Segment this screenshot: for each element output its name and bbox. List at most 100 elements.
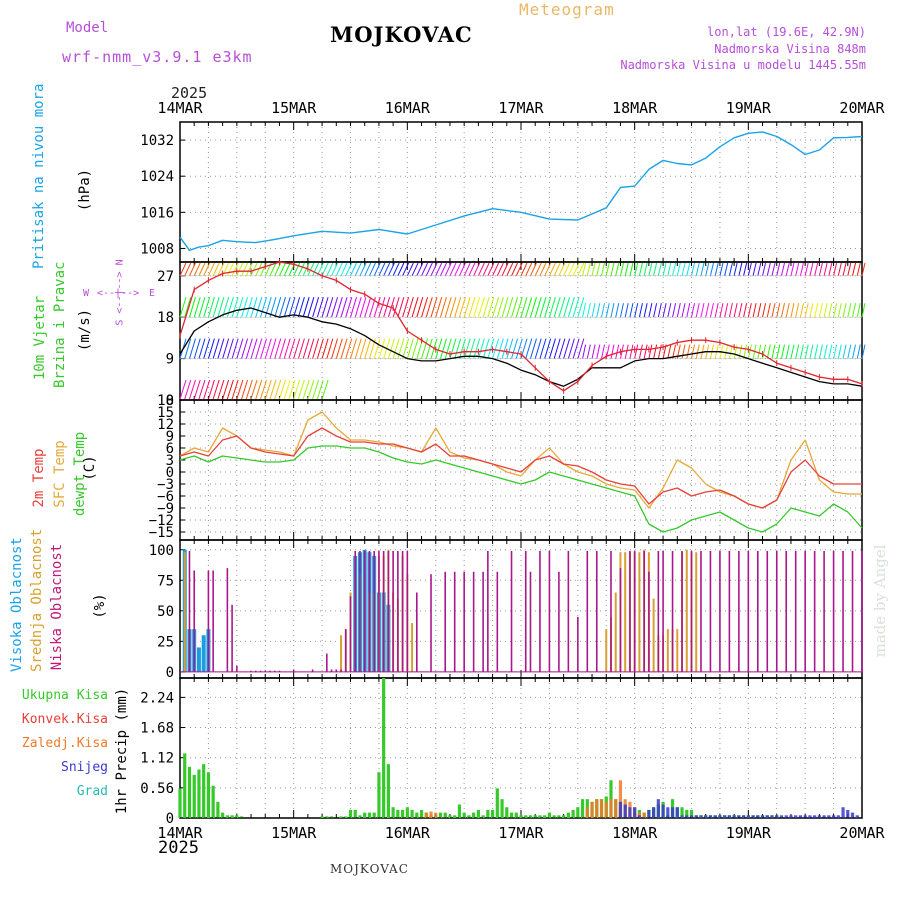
wind-barb bbox=[217, 379, 225, 400]
wind-barb bbox=[321, 262, 329, 277]
precip-total-bar bbox=[467, 815, 471, 818]
precip-total-bar bbox=[348, 809, 353, 818]
y-tick-label: −15 bbox=[149, 525, 174, 541]
wind-barb bbox=[586, 262, 591, 276]
cloud-low-bar bbox=[349, 596, 352, 672]
cloud-low-bar bbox=[690, 550, 693, 672]
wind-barb bbox=[572, 338, 580, 359]
wind-barb bbox=[596, 344, 601, 359]
wind-barb bbox=[634, 262, 639, 276]
wind-barb bbox=[648, 344, 653, 359]
lonlat-info: lon,lat (19.6E, 42.9N) bbox=[707, 25, 866, 39]
cloud-low-bar bbox=[463, 571, 465, 672]
wind-barb bbox=[776, 262, 781, 276]
wind-barb bbox=[331, 262, 339, 277]
wind-barb bbox=[619, 262, 624, 276]
wind-barb bbox=[387, 338, 395, 359]
wind-barb bbox=[709, 262, 714, 276]
wind-barb bbox=[804, 303, 809, 318]
top-date-label: 20MAR bbox=[839, 99, 885, 117]
wind-barb bbox=[397, 297, 405, 318]
wind-barb bbox=[567, 297, 575, 318]
dewpoint-line bbox=[179, 445, 863, 533]
wind-barb bbox=[307, 338, 315, 359]
precip-snow-bar bbox=[741, 815, 746, 818]
wind-barb bbox=[567, 262, 575, 277]
pressure-line bbox=[179, 131, 863, 252]
wind-barb bbox=[681, 303, 686, 318]
precip-total-bar bbox=[202, 764, 206, 818]
wind-barb bbox=[818, 344, 823, 359]
wind-barb bbox=[582, 303, 587, 318]
cloud-mid-bar bbox=[183, 552, 186, 672]
cloud-low-bar bbox=[539, 550, 541, 672]
wind-barb bbox=[847, 262, 852, 276]
wind-barb bbox=[553, 262, 561, 277]
precip-total-bar bbox=[566, 812, 570, 818]
wind-barb bbox=[695, 303, 700, 318]
wind-barb bbox=[780, 262, 785, 276]
wind-barb bbox=[245, 338, 253, 359]
wind-barb bbox=[236, 379, 244, 400]
wind-barb bbox=[790, 303, 795, 318]
wind-barb bbox=[458, 338, 466, 359]
wind-barb bbox=[544, 297, 552, 318]
wind-barb bbox=[359, 262, 367, 277]
wind-barb bbox=[383, 262, 391, 277]
wind-barb bbox=[766, 262, 771, 276]
cloud-low-bar bbox=[416, 592, 418, 672]
y-tick-label: −3 bbox=[157, 477, 174, 493]
wind-barb bbox=[544, 262, 552, 277]
cloud-low-bar bbox=[681, 550, 683, 672]
wind-barb bbox=[667, 303, 672, 318]
precip-total-bar bbox=[230, 815, 234, 818]
precip-total-bar bbox=[519, 815, 523, 818]
precip-total-bar bbox=[543, 815, 547, 818]
precip-freezing-bar bbox=[590, 801, 594, 818]
wind-barb bbox=[189, 262, 196, 277]
wind-barb bbox=[345, 338, 353, 359]
cloud-low-bar bbox=[794, 550, 797, 672]
wind-barb bbox=[506, 297, 514, 318]
wind-barb bbox=[454, 262, 462, 277]
precip-snow-bar bbox=[618, 801, 623, 818]
wind-barb bbox=[378, 338, 386, 359]
cloud-low-bar bbox=[444, 571, 447, 672]
y-tick-label: 18 bbox=[157, 393, 174, 409]
cloud-low-bar bbox=[354, 550, 357, 672]
wind-barb bbox=[217, 262, 225, 277]
wind-barb bbox=[681, 262, 686, 276]
wind-barb bbox=[250, 379, 258, 400]
precip-snow-bar bbox=[765, 815, 769, 818]
wind-barb bbox=[297, 297, 305, 318]
wind-barb bbox=[809, 262, 814, 276]
wind-mean-line bbox=[179, 307, 863, 387]
wind-barb bbox=[312, 338, 320, 359]
wind-barb bbox=[207, 379, 215, 400]
cloud-low-bar bbox=[472, 571, 475, 672]
wind-barb bbox=[231, 338, 239, 359]
wind-barb bbox=[705, 303, 710, 318]
wind-barb bbox=[411, 297, 419, 318]
wind-barb bbox=[402, 262, 410, 277]
wind-barb bbox=[364, 338, 372, 359]
wind-barb bbox=[795, 262, 800, 276]
wind-barb bbox=[539, 262, 547, 277]
precip-snow-bar bbox=[817, 815, 821, 818]
wind-barb bbox=[776, 344, 781, 359]
precip-freezing-bar bbox=[614, 799, 618, 818]
wind-barb bbox=[279, 262, 286, 277]
wind-barb bbox=[278, 379, 286, 400]
wind-barb bbox=[302, 297, 310, 318]
wind-barb bbox=[714, 303, 719, 318]
precip-freezing-bar bbox=[599, 799, 604, 818]
wind-barb bbox=[743, 303, 748, 318]
wind-barb bbox=[529, 338, 537, 359]
precip-total-bar bbox=[476, 809, 480, 818]
wind-barb bbox=[274, 379, 282, 400]
cloud-mid-bar bbox=[624, 552, 627, 672]
cloud-low-bar bbox=[382, 550, 385, 672]
y-tick-label: 0.56 bbox=[140, 781, 174, 797]
precip-total-bar bbox=[239, 816, 244, 818]
precip-total-bar bbox=[197, 769, 201, 818]
